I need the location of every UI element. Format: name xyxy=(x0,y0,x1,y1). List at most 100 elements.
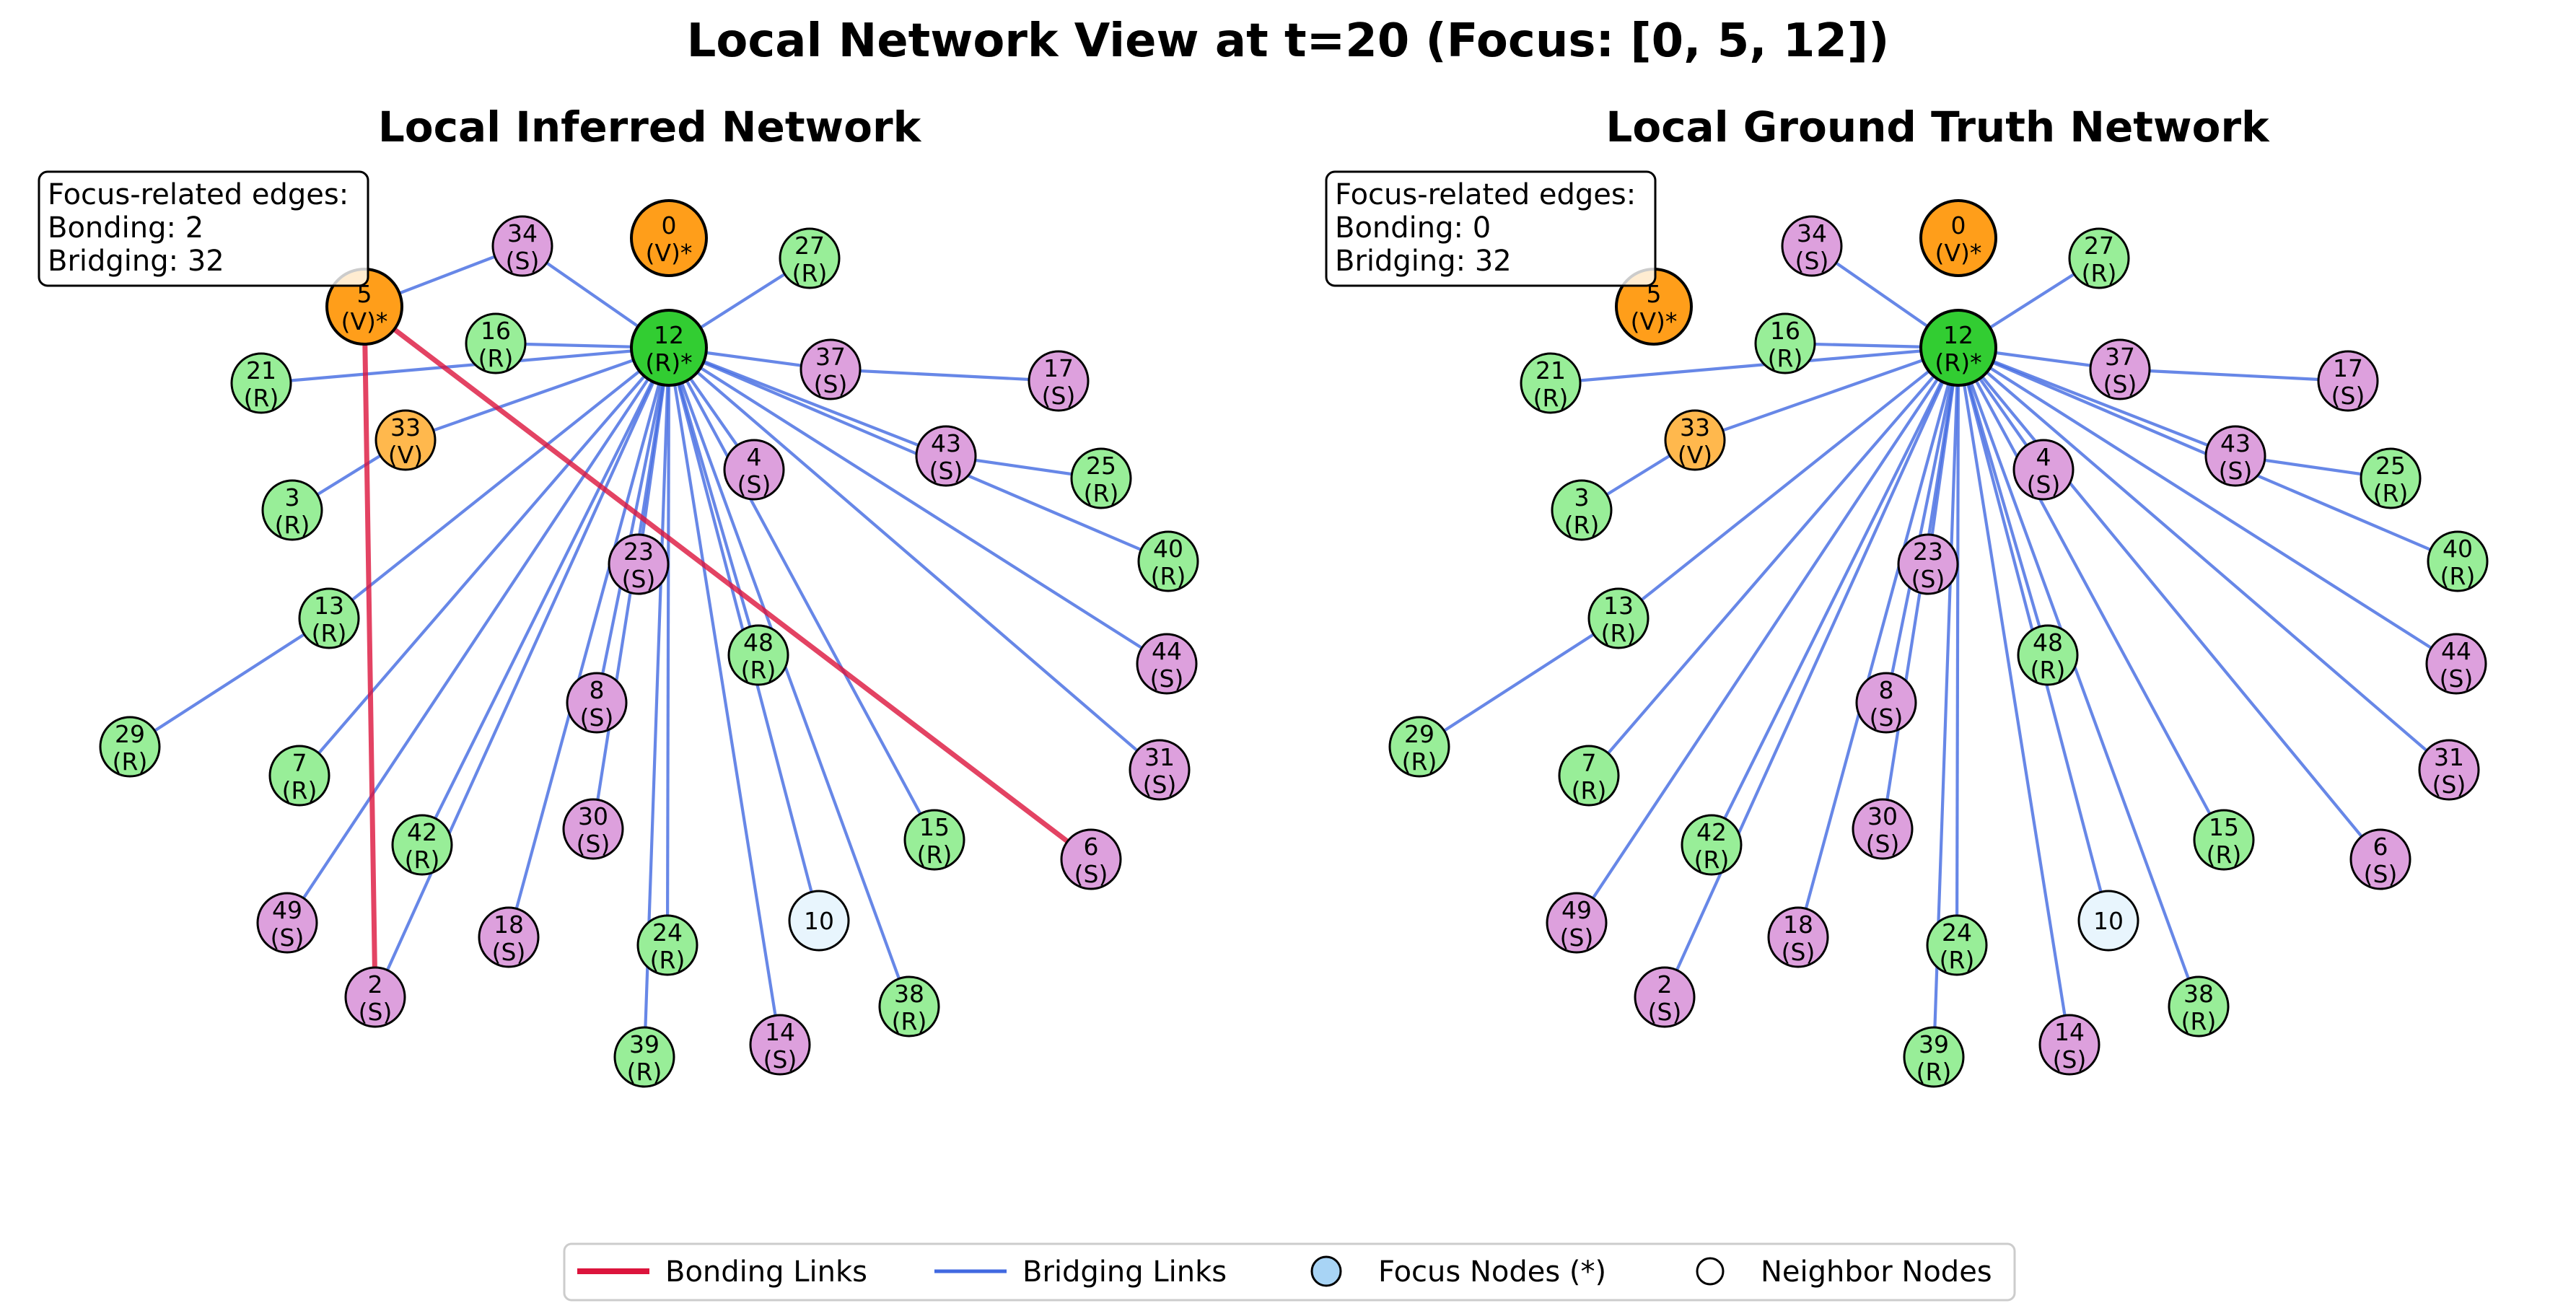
node-2: 2(S) xyxy=(1634,966,1696,1028)
node-label: 18 xyxy=(1783,911,1813,939)
node-label: 24 xyxy=(1942,918,1972,947)
node-type-label: (R) xyxy=(2440,562,2476,590)
node-circle xyxy=(2317,350,2379,412)
node-label: 3 xyxy=(285,483,300,512)
node-label: 38 xyxy=(2183,980,2214,1008)
node-30: 30(S) xyxy=(1852,798,1914,860)
node-label: 25 xyxy=(2375,452,2406,480)
node-type-label: (R) xyxy=(1533,384,1569,412)
node-label: 23 xyxy=(623,538,654,566)
node-label: 2 xyxy=(368,970,383,999)
node-39: 39(R) xyxy=(613,1026,675,1088)
bridging-edge-12-2 xyxy=(1663,347,1960,998)
node-5: 5(V)* xyxy=(325,268,403,346)
stats-heading: Focus-related edges: xyxy=(48,178,349,211)
node-type-label: (R) xyxy=(1916,1058,1952,1086)
node-type-label: (R) xyxy=(1694,846,1730,874)
node-label: 33 xyxy=(390,413,421,442)
bridging-edge-12-8 xyxy=(1884,347,1961,703)
node-circle xyxy=(1681,814,1743,876)
node-label: 15 xyxy=(919,813,950,841)
bonding-edge-5-2 xyxy=(362,306,378,998)
node-label: 37 xyxy=(815,343,846,371)
node-circle xyxy=(2418,739,2480,801)
node-6: 6(S) xyxy=(1060,828,1122,890)
node-7: 7(R) xyxy=(1558,745,1620,807)
node-7: 7(R) xyxy=(268,745,330,807)
node-8: 8(S) xyxy=(1855,672,1917,734)
legend-neighbor-marker xyxy=(1696,1257,1725,1286)
stats-bonding: Bonding: 0 xyxy=(1335,211,1491,245)
node-33: 33(V) xyxy=(374,409,437,471)
node-13: 13(R) xyxy=(298,587,360,649)
node-label: 40 xyxy=(1153,535,1183,563)
node-label: 12 xyxy=(1943,321,1973,349)
node-circle xyxy=(1136,633,1198,695)
node-type-label: (R) xyxy=(113,747,148,776)
node-circle xyxy=(2038,1014,2100,1076)
node-4: 4(S) xyxy=(723,439,785,501)
bridging-edge-12-18 xyxy=(507,347,671,938)
node-label: 16 xyxy=(481,317,511,345)
node-circle xyxy=(2017,624,2079,686)
legend-focus-marker xyxy=(1310,1255,1342,1287)
node-circle xyxy=(491,215,553,277)
node-24: 24(R) xyxy=(636,914,698,976)
node-label: 0 xyxy=(662,211,677,240)
node-circle xyxy=(1781,215,1843,277)
node-type-label: (R) xyxy=(2030,656,2066,684)
node-label: 5 xyxy=(1647,280,1662,308)
node-circle xyxy=(613,1026,675,1088)
node-circle xyxy=(2168,975,2230,1038)
node-29: 29(R) xyxy=(99,716,161,778)
bridging-edge-12-7 xyxy=(298,346,670,777)
node-type-label: (R) xyxy=(627,1058,662,1086)
node-circle xyxy=(1587,587,1650,649)
node-type-label: (R) xyxy=(741,656,776,684)
bridging-edge-12-44 xyxy=(667,346,1168,665)
node-16: 16(R) xyxy=(1754,312,1816,374)
node-type-label: (S) xyxy=(2219,457,2253,485)
node-14: 14(S) xyxy=(749,1014,811,1076)
stats-box-truth: Focus-related edges: Bonding: 0 Bridging… xyxy=(1325,170,1657,287)
node-type-label: (S) xyxy=(359,998,393,1026)
node-type-label: (S) xyxy=(1648,998,1682,1026)
node-15: 15(R) xyxy=(2193,809,2255,871)
node-type-label: (S) xyxy=(737,470,771,499)
node-circle xyxy=(878,975,940,1038)
node-label: 14 xyxy=(2054,1018,2085,1046)
panel-title-truth: Local Ground Truth Network xyxy=(1605,102,2270,152)
node-type-label: (S) xyxy=(763,1045,797,1074)
node-circle xyxy=(1634,966,1696,1028)
node-type-label: (S) xyxy=(1911,565,1945,593)
node-label: 24 xyxy=(652,918,683,947)
node-label: 34 xyxy=(1797,219,1827,247)
bridging-edge-12-8 xyxy=(595,347,671,703)
node-circle xyxy=(630,309,708,387)
node-label: 27 xyxy=(794,232,825,260)
node-49: 49(S) xyxy=(1546,892,1608,954)
node-label: 8 xyxy=(590,676,605,704)
node-17: 17(S) xyxy=(2317,350,2379,412)
node-type-label: (S) xyxy=(1143,771,1177,799)
node-31: 31(S) xyxy=(1129,739,1191,801)
node-circle xyxy=(727,624,789,686)
node-circle xyxy=(2204,425,2266,487)
node-0: 0(V)* xyxy=(630,199,708,277)
node-type-label: (S) xyxy=(622,565,656,593)
node-label: 39 xyxy=(1919,1030,1949,1058)
bridging-edge-12-13 xyxy=(328,346,670,620)
node-type-label: (R) xyxy=(282,776,317,804)
node-type-label: (S) xyxy=(814,370,848,398)
node-type-label: (S) xyxy=(1560,924,1594,952)
node-label: 7 xyxy=(292,749,307,777)
node-38: 38(R) xyxy=(878,975,940,1038)
node-circle xyxy=(2425,633,2487,695)
node-circle xyxy=(1129,739,1191,801)
node-30: 30(S) xyxy=(562,798,624,860)
node-circle xyxy=(1551,479,1613,541)
node-8: 8(S) xyxy=(566,672,628,734)
node-label: 5 xyxy=(357,280,372,308)
node-type-label: (V) xyxy=(1678,441,1712,469)
node-circle xyxy=(566,672,628,734)
